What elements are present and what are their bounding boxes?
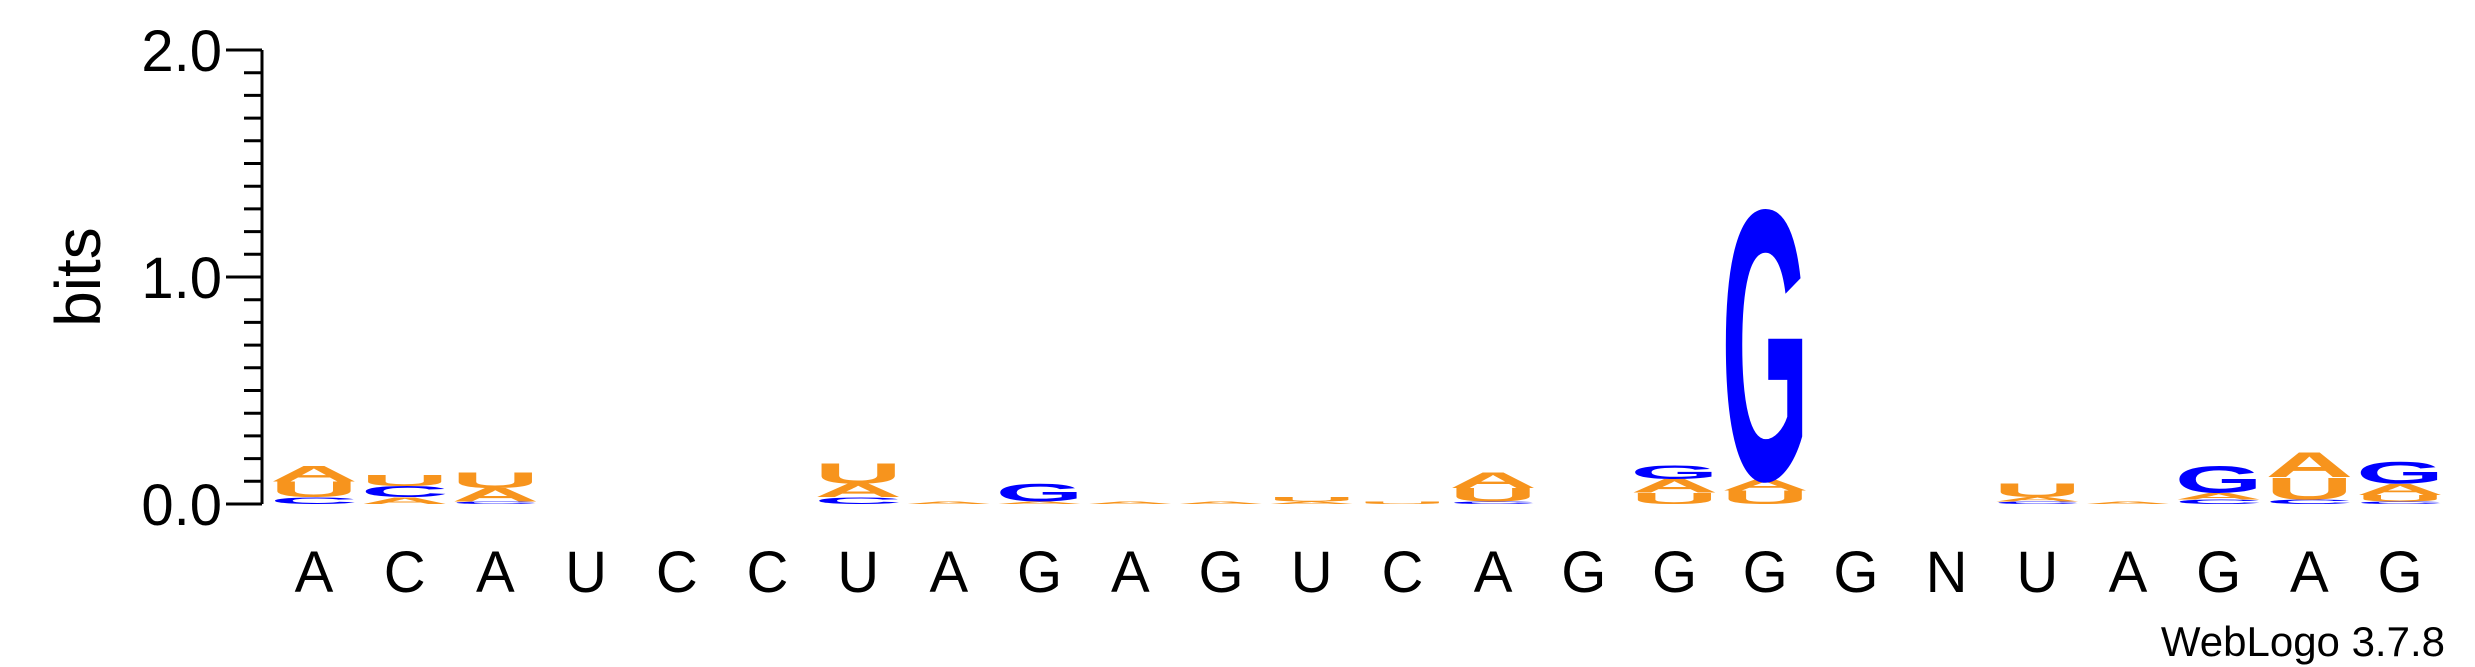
logo-letter-u: U [361, 472, 449, 490]
y-tick-label: 2.0 [141, 19, 222, 84]
logo-letter-c: C [270, 495, 358, 506]
x-tick-label: A [930, 540, 969, 605]
logo-letter-a: A [1177, 501, 1265, 505]
logo-letter-c: C [361, 483, 449, 501]
x-tick-label: A [2109, 540, 2148, 605]
x-tick-label: G [2196, 540, 2241, 605]
weblogo-credit: WebLogo 3.7.8 [2161, 618, 2445, 665]
x-tick-label: C [1381, 540, 1423, 605]
logo-letter-c: C [1993, 501, 2081, 505]
x-tick-label: A [476, 540, 515, 605]
x-tick-label: N [1926, 540, 1968, 605]
x-tick-label: A [295, 540, 334, 605]
logo-letter-a: A [2084, 501, 2172, 505]
logo-letter-a: A [996, 501, 1084, 505]
logo-letter-u: U [2356, 493, 2444, 504]
logo-letter-a: A [1993, 496, 2081, 503]
x-tick-label: A [2290, 540, 2329, 605]
logo-letter-u: U [1268, 496, 1356, 503]
x-tick-label: A [1111, 540, 1150, 605]
logo-letter-u: U [1631, 490, 1719, 508]
x-tick-label: G [1198, 540, 1243, 605]
logo-letter-a: A [2356, 481, 2444, 499]
logo-letter-a: A [451, 485, 539, 506]
x-tick-label: G [1017, 540, 1062, 605]
x-tick-label: C [656, 540, 698, 605]
logo-letter-a: A [361, 495, 449, 506]
logo-letter-c: C [814, 495, 902, 506]
x-tick-label: U [565, 540, 607, 605]
logo-letter-c: C [2356, 501, 2444, 505]
logo-letter-c: C [1449, 501, 1537, 505]
logo-letter-g: G [2175, 458, 2263, 501]
x-tick-label: G [2378, 540, 2423, 605]
logo-letter-g: G [1631, 462, 1719, 483]
x-tick-label: G [1833, 540, 1878, 605]
logo-letter-u: U [451, 468, 539, 493]
x-tick-label: A [1474, 540, 1513, 605]
x-tick-label: C [747, 540, 789, 605]
logo-letter-a: A [1086, 501, 1174, 505]
logo-letter-a: A [1268, 501, 1356, 505]
x-tick-label: C [384, 540, 426, 605]
y-axis-ticks: 0.0 1.0 2.0 [141, 19, 262, 538]
logo-letter-c: C [2175, 498, 2263, 505]
x-tick-label: U [1291, 540, 1333, 605]
y-tick-label: 0.0 [141, 473, 222, 538]
x-tick-label: G [1743, 540, 1788, 605]
logo-letter-u: U [2265, 471, 2353, 506]
logo-letter-u: U [1358, 501, 1446, 505]
logo-letter-a: A [1721, 476, 1809, 494]
logo-letter-u: U [1721, 487, 1809, 508]
logo-letter-a: A [814, 480, 902, 501]
logo-letter-u: U [1993, 480, 2081, 501]
x-tick-label: G [1561, 540, 1606, 605]
x-tick-label: U [2016, 540, 2058, 605]
x-tick-label: U [837, 540, 879, 605]
logo-letter-a: A [2175, 491, 2263, 502]
logo-letter-u: U [814, 458, 902, 490]
y-axis-label: bits [42, 227, 114, 327]
logo-letter-a: A [270, 461, 358, 486]
logo-letter-g: G [2356, 455, 2444, 490]
logo-letter-u: U [270, 477, 358, 502]
logo-letter-c: C [451, 501, 539, 505]
logo-letter-a: A [905, 501, 993, 505]
logo-letter-a: A [1631, 476, 1719, 497]
logo-letter-g: G [1721, 129, 1809, 561]
logo-letter-c: C [2265, 498, 2353, 505]
logo-letter-a: A [1449, 468, 1537, 493]
logo-letter-a: A [2265, 445, 2353, 484]
logo-letter-g: G [996, 479, 1084, 507]
x-tick-label: G [1652, 540, 1697, 605]
logo-letter-u: U [1449, 485, 1537, 506]
y-tick-label: 1.0 [141, 246, 222, 311]
